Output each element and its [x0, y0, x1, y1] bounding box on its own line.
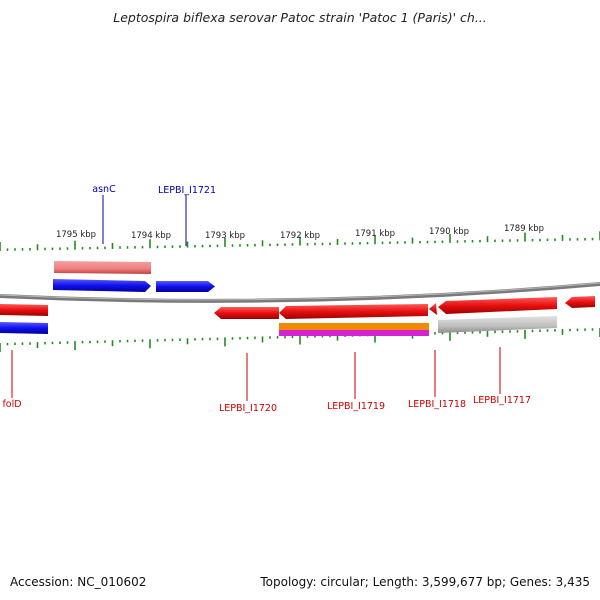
gene-feature-lepbi-i1717[interactable]	[438, 297, 557, 314]
gene-label-lepbi-i1720[interactable]: LEPBI_I1720	[219, 403, 277, 414]
gene-feature-fold[interactable]	[0, 322, 48, 334]
ruler-tick-label: 1793 kbp	[205, 231, 245, 241]
genome-backbone	[0, 282, 600, 303]
gene-label-lepbi-i1721[interactable]: LEPBI_I1721	[158, 185, 216, 196]
rna-feature-reverse[interactable]	[438, 316, 557, 333]
accession-text: Accession: NC_010602	[10, 575, 147, 589]
gene-feature-lepbi-i1721[interactable]	[156, 281, 215, 292]
gene-feature-lepbi-i1720[interactable]	[214, 307, 279, 319]
ruler-tick-label: 1791 kbp	[355, 229, 395, 239]
map-title: Leptospira biflexa serovar Patoc strain …	[113, 10, 487, 25]
gene-label-lepbi-i1718[interactable]: LEPBI_I1718	[408, 399, 466, 410]
gene-label-lepbi-i1717[interactable]: LEPBI_I1717	[473, 395, 531, 406]
ruler-ticks-top	[0, 231, 600, 251]
feature-track-magenta[interactable]	[279, 330, 429, 336]
gene-feature-reverse-edge[interactable]	[565, 296, 595, 308]
ruler-tick-label: 1795 kbp	[56, 230, 96, 240]
ruler-tick-label: 1794 kbp	[131, 231, 171, 241]
ruler-tick-label: 1790 kbp	[429, 227, 469, 237]
gene-feature-lepbi-i1719[interactable]	[279, 304, 428, 319]
ruler-tick-label: 1792 kbp	[280, 231, 320, 241]
gene-feature-asnC[interactable]	[53, 279, 151, 292]
ruler-tick-label: 1789 kbp	[504, 224, 544, 234]
feature-track-orange[interactable]	[279, 323, 429, 330]
rna-feature-forward[interactable]	[54, 261, 151, 274]
gene-label-asnC[interactable]: asnC	[92, 184, 116, 195]
gene-label-lepbi-i1719[interactable]: LEPBI_I1719	[327, 401, 385, 412]
genome-backbone-highlight	[0, 282, 600, 301]
genome-stats-text: Topology: circular; Length: 3,599,677 bp…	[260, 575, 590, 589]
gene-feature-lepbi-i1718[interactable]	[429, 303, 437, 315]
gene-label-fold[interactable]: folD	[2, 399, 21, 410]
gene-feature-fold-upper[interactable]	[0, 304, 48, 316]
